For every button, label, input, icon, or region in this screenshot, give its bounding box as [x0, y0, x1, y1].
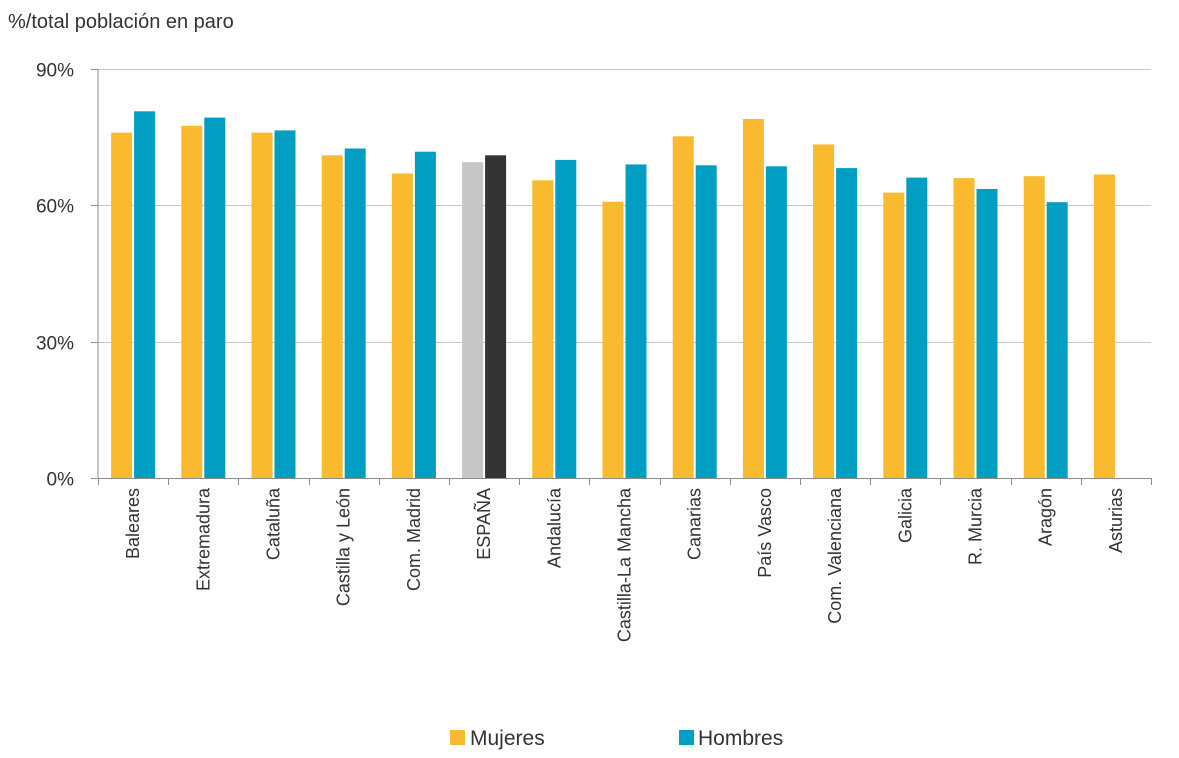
bar-hombres-pais-vasco: [765, 166, 787, 479]
bar-mujeres-pais-vasco: [742, 119, 764, 478]
legend: Mujeres Hombres: [450, 727, 783, 750]
category-label-castilla-y-leon: Castilla y León: [334, 488, 354, 606]
bar-hombres-r-murcia: [976, 189, 998, 478]
category-label-com-valenciana: Com. Valenciana: [825, 487, 845, 624]
legend-label-hombres: Hombres: [698, 727, 783, 750]
bar-mujeres-baleares: [111, 132, 133, 478]
y-tick-label: 0%: [47, 470, 75, 491]
bar-mujeres-canarias: [672, 136, 694, 479]
category-label-galicia: Galicia: [895, 487, 915, 543]
bar-mujeres-galicia: [883, 192, 905, 478]
bar-mujeres-com-madrid: [391, 173, 413, 478]
bar-hombres-canarias: [695, 165, 717, 479]
bar-hombres-com-valenciana: [836, 168, 858, 478]
bar-mujeres-espana: [462, 162, 484, 478]
category-label-aragon: Aragón: [1036, 488, 1056, 546]
bar-mujeres-castilla-la-mancha: [602, 201, 624, 478]
y-tick-label: 60%: [36, 197, 74, 218]
category-label-espana: ESPAÑA: [473, 488, 494, 560]
bar-mujeres-r-murcia: [953, 178, 975, 478]
legend-swatch-mujeres: [450, 730, 465, 745]
category-label-castilla-la-mancha: Castilla-La Mancha: [615, 487, 635, 642]
category-label-r-murcia: R. Murcia: [966, 487, 986, 565]
gridlines: [98, 69, 1151, 343]
y-tick-label: 90%: [36, 61, 74, 82]
legend-swatch-hombres: [679, 730, 694, 745]
legend-label-mujeres: Mujeres: [470, 727, 545, 750]
category-label-pais-vasco: País Vasco: [755, 488, 775, 578]
bar-hombres-cataluna: [274, 130, 296, 478]
y-axis-title: %/total población en paro: [8, 11, 234, 33]
bar-hombres-galicia: [906, 177, 928, 478]
bar-mujeres-andalucia: [532, 180, 554, 479]
bar-mujeres-aragon: [1023, 176, 1045, 478]
category-label-andalucia: Andalucía: [544, 487, 564, 568]
bar-mujeres-extremadura: [181, 125, 203, 479]
category-label-com-madrid: Com. Madrid: [404, 488, 424, 591]
bar-hombres-espana: [485, 155, 507, 479]
category-label-asturias: Asturias: [1106, 488, 1126, 553]
bar-hombres-andalucia: [555, 159, 577, 478]
bar-mujeres-cataluna: [251, 132, 273, 478]
bar-hombres-extremadura: [204, 117, 226, 478]
category-label-canarias: Canarias: [685, 488, 705, 560]
bars: [111, 111, 1115, 479]
bar-mujeres-asturias: [1093, 174, 1115, 478]
bar-hombres-castilla-la-mancha: [625, 164, 647, 478]
y-tick-label: 30%: [36, 334, 74, 355]
category-label-baleares: Baleares: [123, 488, 143, 559]
category-labels: Baleares Extremadura Cataluña Castilla y Le…: [123, 487, 1126, 642]
bar-mujeres-com-valenciana: [813, 144, 835, 478]
bar-hombres-aragon: [1046, 202, 1068, 478]
x-axis: [98, 478, 1152, 485]
bar-hombres-castilla-y-leon: [344, 148, 366, 478]
bar-hombres-baleares: [134, 111, 156, 479]
category-label-cataluna: Cataluña: [264, 487, 284, 560]
bar-hombres-com-madrid: [414, 151, 436, 478]
category-label-extremadura: Extremadura: [193, 487, 213, 591]
bar-mujeres-castilla-y-leon: [321, 155, 343, 479]
y-axis-ticks: 0% 30% 60% 90%: [36, 61, 99, 491]
